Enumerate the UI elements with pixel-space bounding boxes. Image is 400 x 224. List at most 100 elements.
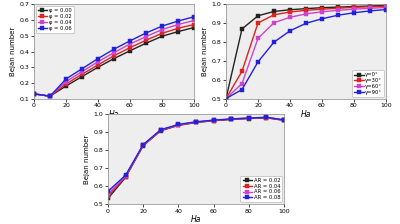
γ=0° — [384, 4, 388, 7]
AR = 0.02 — [176, 124, 181, 127]
Line: AR = 0.04: AR = 0.04 — [106, 116, 286, 198]
φ = 0.04 — [64, 80, 68, 83]
φ = 0.06 — [80, 67, 84, 70]
AR = 0.02 — [141, 144, 146, 147]
Line: γ=30°: γ=30° — [224, 4, 388, 101]
γ=90° — [320, 17, 324, 20]
φ = 0.06 — [64, 78, 68, 80]
AR = 0.08 — [282, 118, 286, 121]
X-axis label: Ha: Ha — [191, 215, 201, 224]
γ=0° — [224, 97, 228, 100]
γ=90° — [240, 88, 244, 91]
φ = 0.06 — [160, 25, 164, 28]
γ=30° — [224, 97, 228, 100]
γ=0° — [368, 5, 372, 7]
γ=60° — [240, 82, 244, 85]
γ=60° — [304, 13, 308, 15]
AR = 0.08 — [246, 117, 251, 119]
φ = 0.00 — [48, 95, 52, 98]
φ = 0.04 — [144, 35, 148, 38]
φ = 0.04 — [96, 60, 100, 63]
Line: φ = 0.06: φ = 0.06 — [32, 15, 196, 98]
Legend: φ = 0.00, φ = 0.02, φ = 0.04, φ = 0.06: φ = 0.00, φ = 0.02, φ = 0.04, φ = 0.06 — [36, 6, 74, 33]
φ = 0.06 — [32, 93, 36, 95]
AR = 0.04 — [229, 118, 234, 121]
AR = 0.04 — [194, 121, 198, 124]
AR = 0.08 — [158, 128, 163, 131]
AR = 0.06 — [229, 118, 234, 121]
AR = 0.08 — [194, 121, 198, 123]
φ = 0.02 — [112, 54, 116, 57]
γ=60° — [256, 37, 260, 40]
X-axis label: Ha: Ha — [109, 110, 119, 119]
γ=0° — [336, 6, 340, 9]
γ=0° — [240, 28, 244, 30]
φ = 0.00 — [64, 85, 68, 87]
AR = 0.02 — [158, 129, 163, 132]
Line: φ = 0.00: φ = 0.00 — [32, 26, 196, 98]
φ = 0.02 — [48, 95, 52, 98]
γ=30° — [288, 11, 292, 13]
AR = 0.06 — [106, 193, 110, 195]
γ=90° — [336, 14, 340, 17]
AR = 0.02 — [246, 117, 251, 120]
φ = 0.06 — [144, 32, 148, 34]
φ = 0.00 — [96, 66, 100, 69]
Line: γ=90°: γ=90° — [224, 8, 388, 101]
γ=90° — [352, 11, 356, 14]
γ=90° — [288, 30, 292, 32]
Line: φ = 0.04: φ = 0.04 — [32, 19, 196, 98]
φ = 0.04 — [80, 70, 84, 73]
AR = 0.02 — [229, 118, 234, 121]
γ=60° — [320, 11, 324, 13]
φ = 0.04 — [192, 19, 196, 22]
φ = 0.04 — [32, 93, 36, 95]
AR = 0.04 — [211, 119, 216, 122]
AR = 0.04 — [158, 129, 163, 132]
AR = 0.02 — [194, 121, 198, 124]
φ = 0.00 — [160, 35, 164, 38]
γ=0° — [352, 5, 356, 8]
φ = 0.06 — [192, 15, 196, 18]
AR = 0.06 — [194, 121, 198, 123]
γ=0° — [304, 7, 308, 10]
Line: γ=0°: γ=0° — [224, 4, 388, 101]
φ = 0.00 — [192, 26, 196, 29]
AR = 0.06 — [264, 116, 269, 119]
AR = 0.08 — [264, 116, 269, 119]
Line: AR = 0.08: AR = 0.08 — [106, 115, 286, 193]
γ=60° — [352, 8, 356, 11]
Line: AR = 0.06: AR = 0.06 — [106, 116, 286, 196]
φ = 0.04 — [48, 95, 52, 98]
φ = 0.02 — [192, 23, 196, 26]
Legend: AR = 0.02, AR = 0.04, AR = 0.06, AR = 0.08: AR = 0.02, AR = 0.04, AR = 0.06, AR = 0.… — [240, 176, 282, 202]
φ = 0.02 — [32, 93, 36, 95]
φ = 0.00 — [128, 50, 132, 52]
AR = 0.02 — [123, 176, 128, 179]
γ=60° — [368, 7, 372, 10]
AR = 0.04 — [106, 195, 110, 198]
AR = 0.08 — [229, 118, 234, 120]
φ = 0.02 — [128, 46, 132, 49]
AR = 0.08 — [176, 123, 181, 126]
φ = 0.02 — [80, 73, 84, 75]
γ=90° — [384, 8, 388, 11]
γ=0° — [288, 9, 292, 11]
Y-axis label: Bejan number: Bejan number — [202, 27, 208, 76]
AR = 0.02 — [211, 119, 216, 122]
AR = 0.06 — [123, 175, 128, 177]
AR = 0.08 — [141, 143, 146, 146]
φ = 0.06 — [128, 39, 132, 42]
φ = 0.00 — [112, 57, 116, 60]
φ = 0.00 — [80, 75, 84, 78]
φ = 0.00 — [32, 93, 36, 95]
Line: AR = 0.02: AR = 0.02 — [106, 116, 286, 200]
AR = 0.04 — [246, 117, 251, 120]
γ=60° — [288, 16, 292, 19]
φ = 0.04 — [112, 51, 116, 54]
AR = 0.08 — [211, 119, 216, 121]
AR = 0.02 — [282, 119, 286, 122]
AR = 0.04 — [141, 144, 146, 147]
γ=60° — [336, 9, 340, 12]
AR = 0.08 — [106, 190, 110, 193]
